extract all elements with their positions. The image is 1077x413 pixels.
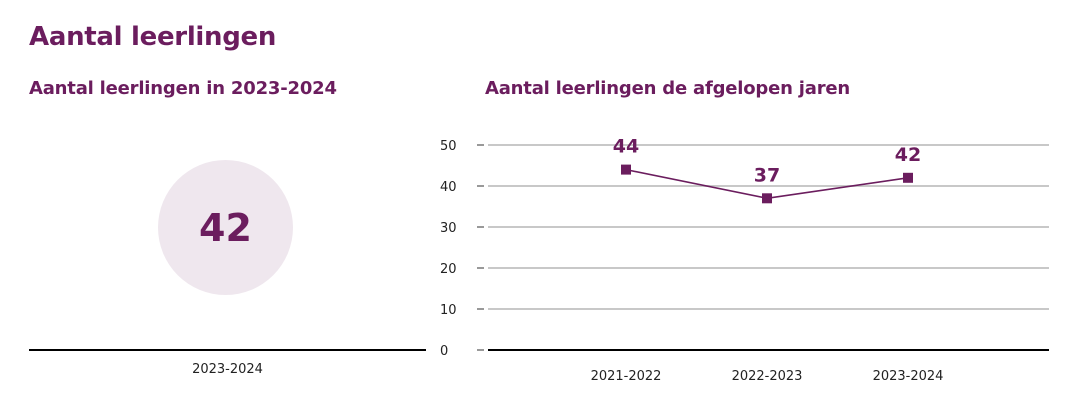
history-line-chart: 0 10 20 30 40 50 2021-2022 2022-2023 2023-2024 44…: [440, 136, 1049, 384]
x-tick-label-2023-2024: 2023-2024: [873, 369, 944, 384]
data-label-2022-2023: 37: [754, 164, 780, 186]
x-tick-label-2022-2023: 2022-2023: [732, 369, 803, 384]
x-tick-label-2021-2022: 2021-2022: [591, 369, 662, 384]
y-tick-label-0: 0: [440, 344, 448, 359]
y-tick-label-30: 30: [440, 221, 457, 236]
y-tick-label-10: 10: [440, 303, 457, 318]
y-tick-label-20: 20: [440, 262, 457, 277]
student-count-value: 42: [199, 205, 252, 250]
data-label-2023-2024: 42: [895, 144, 921, 166]
y-tick-label-40: 40: [440, 180, 457, 195]
current-year-category-label: 2023-2024: [192, 362, 263, 377]
student-count-circle: 42: [158, 160, 293, 295]
current-year-baseline: [29, 349, 426, 351]
page-title: Aantal leerlingen: [29, 22, 277, 52]
data-label-2021-2022: 44: [613, 136, 639, 158]
history-chart-title: Aantal leerlingen de afgelopen jaren: [485, 78, 851, 99]
current-year-title: Aantal leerlingen in 2023-2024: [29, 78, 337, 99]
data-point-2022-2023: [762, 193, 772, 204]
y-tick-label-50: 50: [440, 139, 457, 154]
data-point-2023-2024: [903, 172, 913, 183]
data-point-2021-2022: [621, 164, 631, 175]
